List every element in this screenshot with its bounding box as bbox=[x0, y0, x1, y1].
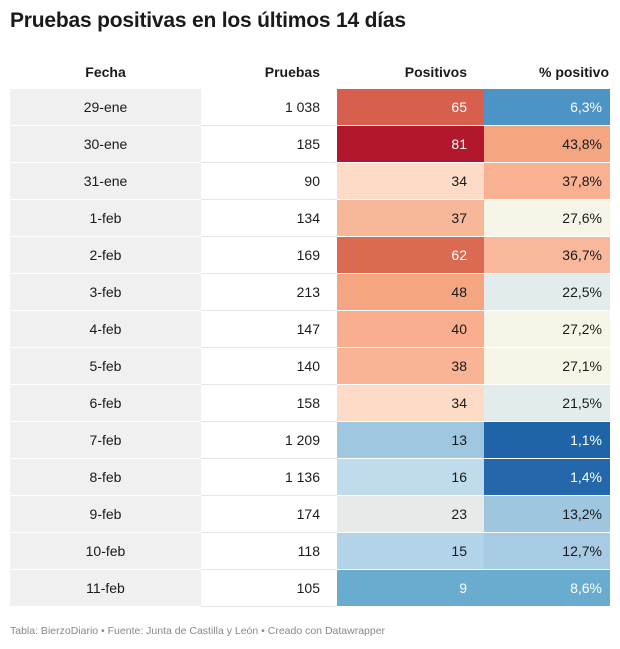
cell-positivos: 34 bbox=[337, 385, 484, 421]
cell-positivos: 23 bbox=[337, 496, 484, 532]
cell-porcentaje-positivo: 37,8% bbox=[484, 163, 610, 199]
cell-pruebas: 1 136 bbox=[284, 469, 320, 485]
table-row: 6-feb 158 34 21,5% bbox=[10, 385, 620, 422]
row-divider bbox=[201, 569, 337, 570]
cell-porcentaje-positivo: 27,6% bbox=[484, 200, 610, 236]
cell-porcentaje-positivo: 43,8% bbox=[484, 126, 610, 162]
cell-positivos: 37 bbox=[337, 200, 484, 236]
cell-porcentaje-positivo: 13,2% bbox=[484, 496, 610, 532]
table-row: 7-feb 1 209 13 1,1% bbox=[10, 422, 620, 459]
cell-fecha: 6-feb bbox=[10, 385, 201, 421]
cell-positivos: 13 bbox=[337, 422, 484, 458]
row-divider bbox=[201, 199, 337, 200]
row-divider bbox=[201, 384, 337, 385]
cell-positivos: 38 bbox=[337, 348, 484, 384]
row-divider bbox=[201, 495, 337, 496]
row-divider bbox=[201, 273, 337, 274]
cell-pruebas: 90 bbox=[304, 173, 320, 189]
table-row: 2-feb 169 62 36,7% bbox=[10, 237, 620, 274]
cell-porcentaje-positivo: 21,5% bbox=[484, 385, 610, 421]
cell-fecha: 1-feb bbox=[10, 200, 201, 236]
cell-pruebas: 169 bbox=[296, 247, 320, 263]
table-row: 8-feb 1 136 16 1,4% bbox=[10, 459, 620, 496]
cell-positivos: 15 bbox=[337, 533, 484, 569]
cell-porcentaje-positivo: 22,5% bbox=[484, 274, 610, 310]
cell-fecha: 30-ene bbox=[10, 126, 201, 162]
cell-pruebas: 174 bbox=[296, 506, 320, 522]
cell-fecha: 31-ene bbox=[10, 163, 201, 199]
cell-fecha: 29-ene bbox=[10, 89, 201, 125]
row-divider bbox=[201, 236, 337, 237]
cell-pruebas: 185 bbox=[296, 136, 320, 152]
cell-pruebas: 213 bbox=[296, 284, 320, 300]
row-divider bbox=[201, 347, 337, 348]
cell-porcentaje-positivo: 8,6% bbox=[484, 570, 610, 606]
table-header: Fecha Pruebas Positivos % positivo bbox=[10, 56, 620, 89]
cell-positivos: 81 bbox=[337, 126, 484, 162]
header-positivos[interactable]: Positivos bbox=[404, 64, 467, 80]
cell-porcentaje-positivo: 1,1% bbox=[484, 422, 610, 458]
cell-positivos: 9 bbox=[337, 570, 484, 606]
cell-positivos: 48 bbox=[337, 274, 484, 310]
cell-positivos: 40 bbox=[337, 311, 484, 347]
row-divider bbox=[201, 421, 337, 422]
cell-fecha: 9-feb bbox=[10, 496, 201, 532]
table-row: 29-ene 1 038 65 6,3% bbox=[10, 89, 620, 126]
cell-porcentaje-positivo: 36,7% bbox=[484, 237, 610, 273]
row-divider bbox=[201, 162, 337, 163]
cell-fecha: 4-feb bbox=[10, 311, 201, 347]
cell-fecha: 10-feb bbox=[10, 533, 201, 569]
header-pruebas[interactable]: Pruebas bbox=[264, 64, 320, 80]
row-divider bbox=[201, 606, 337, 607]
cell-fecha: 2-feb bbox=[10, 237, 201, 273]
cell-fecha: 7-feb bbox=[10, 422, 201, 458]
table-row: 31-ene 90 34 37,8% bbox=[10, 163, 620, 200]
row-divider bbox=[201, 310, 337, 311]
row-divider bbox=[201, 458, 337, 459]
table-row: 1-feb 134 37 27,6% bbox=[10, 200, 620, 237]
table-row: 3-feb 213 48 22,5% bbox=[10, 274, 620, 311]
table-row: 9-feb 174 23 13,2% bbox=[10, 496, 620, 533]
cell-pruebas: 1 038 bbox=[284, 99, 320, 115]
cell-porcentaje-positivo: 6,3% bbox=[484, 89, 610, 125]
header-fecha[interactable]: Fecha bbox=[85, 64, 126, 80]
table-row: 11-feb 105 9 8,6% bbox=[10, 570, 620, 607]
cell-pruebas: 147 bbox=[296, 321, 320, 337]
row-divider bbox=[201, 532, 337, 533]
cell-pruebas: 1 209 bbox=[284, 432, 320, 448]
row-divider bbox=[201, 125, 337, 126]
header-porcentaje-positivo[interactable]: % positivo bbox=[538, 64, 609, 80]
cell-pruebas: 158 bbox=[296, 395, 320, 411]
footer-credits: Tabla: BierzoDiario • Fuente: Junta de C… bbox=[10, 625, 386, 637]
table-row: 4-feb 147 40 27,2% bbox=[10, 311, 620, 348]
cell-porcentaje-positivo: 27,2% bbox=[484, 311, 610, 347]
cell-positivos: 62 bbox=[337, 237, 484, 273]
table-row: 5-feb 140 38 27,1% bbox=[10, 348, 620, 385]
table-body: 29-ene 1 038 65 6,3% 30-ene 185 81 43,8% 31-ene 9… bbox=[10, 89, 620, 607]
cell-pruebas: 118 bbox=[297, 543, 320, 559]
cell-porcentaje-positivo: 12,7% bbox=[484, 533, 610, 569]
cell-positivos: 65 bbox=[337, 89, 484, 125]
cell-fecha: 8-feb bbox=[10, 459, 201, 495]
cell-positivos: 16 bbox=[337, 459, 484, 495]
cell-fecha: 11-feb bbox=[10, 570, 201, 606]
table-row: 10-feb 118 15 12,7% bbox=[10, 533, 620, 570]
cell-pruebas: 140 bbox=[296, 358, 320, 374]
chart-title: Pruebas positivas en los últimos 14 días bbox=[10, 9, 406, 32]
cell-fecha: 5-feb bbox=[10, 348, 201, 384]
cell-pruebas: 134 bbox=[296, 210, 320, 226]
cell-fecha: 3-feb bbox=[10, 274, 201, 310]
data-table: Fecha Pruebas Positivos % positivo 29-en… bbox=[10, 56, 620, 607]
cell-porcentaje-positivo: 1,4% bbox=[484, 459, 610, 495]
cell-pruebas: 105 bbox=[296, 580, 320, 596]
table-row: 30-ene 185 81 43,8% bbox=[10, 126, 620, 163]
cell-porcentaje-positivo: 27,1% bbox=[484, 348, 610, 384]
cell-positivos: 34 bbox=[337, 163, 484, 199]
